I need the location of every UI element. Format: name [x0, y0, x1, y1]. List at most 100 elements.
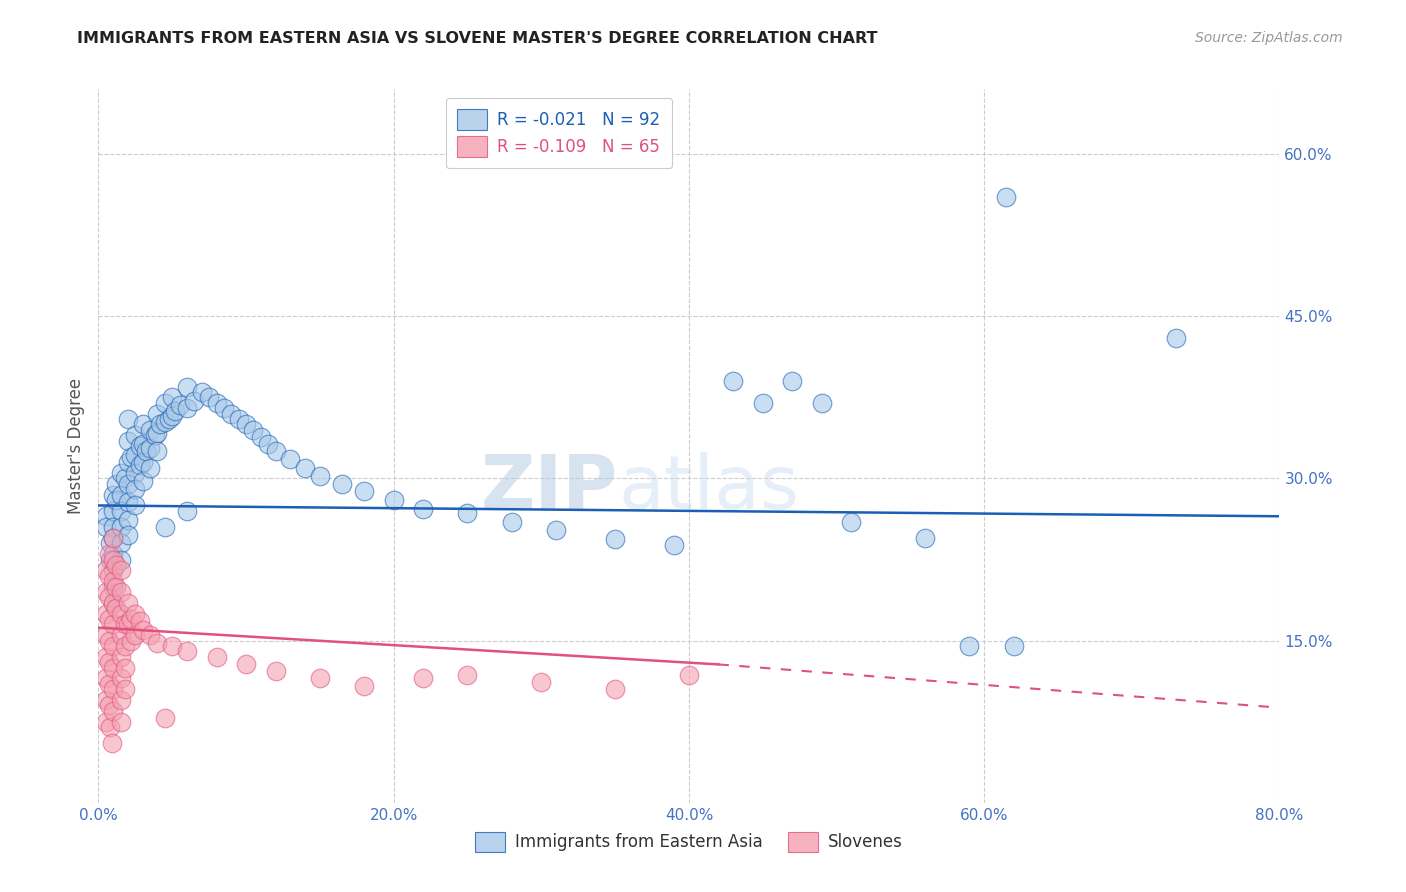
Point — [176, 379, 198, 393]
Point — [103, 563, 125, 577]
Point — [132, 455, 155, 469]
Point — [205, 396, 228, 410]
Point — [124, 607, 146, 621]
Point — [165, 404, 187, 418]
Point — [139, 628, 162, 642]
Point — [97, 633, 120, 648]
Point — [117, 617, 139, 632]
Point — [143, 428, 166, 442]
Point — [103, 596, 125, 610]
Point — [198, 390, 221, 404]
Point — [146, 407, 169, 421]
Point — [501, 515, 523, 529]
Point — [752, 396, 775, 410]
Point — [117, 596, 139, 610]
Point — [97, 677, 120, 691]
Point — [678, 668, 700, 682]
Point — [264, 444, 287, 458]
Point — [135, 444, 157, 458]
Point — [117, 412, 139, 426]
Point — [176, 644, 198, 658]
Point — [105, 493, 128, 508]
Point — [157, 412, 180, 426]
Point — [723, 374, 745, 388]
Point — [309, 672, 332, 686]
Point — [280, 452, 302, 467]
Point — [153, 711, 176, 725]
Point — [235, 417, 257, 432]
Point — [149, 417, 172, 432]
Point — [114, 660, 136, 674]
Point — [110, 672, 132, 686]
Point — [103, 531, 125, 545]
Point — [412, 501, 434, 516]
Point — [97, 612, 120, 626]
Point — [94, 509, 117, 524]
Point — [103, 596, 125, 610]
Point — [1166, 331, 1188, 345]
Point — [242, 423, 264, 437]
Y-axis label: Master's Degree: Master's Degree — [66, 378, 84, 514]
Point — [110, 585, 132, 599]
Point — [94, 693, 117, 707]
Point — [98, 720, 121, 734]
Point — [94, 672, 117, 686]
Point — [94, 649, 117, 664]
Point — [353, 679, 375, 693]
Point — [959, 639, 981, 653]
Point — [105, 476, 128, 491]
Point — [139, 441, 162, 455]
Point — [457, 668, 479, 682]
Point — [117, 434, 139, 448]
Point — [105, 580, 128, 594]
Point — [114, 617, 136, 632]
Point — [97, 568, 120, 582]
Point — [97, 655, 120, 669]
Point — [110, 563, 132, 577]
Point — [110, 628, 132, 642]
Point — [124, 499, 146, 513]
Point — [250, 430, 273, 444]
Point — [103, 704, 125, 718]
Point — [114, 639, 136, 653]
Point — [117, 527, 139, 541]
Point — [100, 736, 122, 750]
Point — [97, 591, 120, 605]
Point — [212, 401, 235, 416]
Point — [110, 552, 132, 566]
Point — [103, 580, 125, 594]
Point — [97, 547, 120, 561]
Point — [110, 520, 132, 534]
Point — [117, 455, 139, 469]
Point — [183, 393, 205, 408]
Point — [605, 682, 627, 697]
Point — [120, 612, 142, 626]
Point — [124, 448, 146, 462]
Point — [124, 466, 146, 480]
Point — [1002, 639, 1025, 653]
Point — [94, 714, 117, 729]
Point — [105, 558, 128, 572]
Point — [546, 524, 568, 538]
Point — [98, 536, 121, 550]
Text: Source: ZipAtlas.com: Source: ZipAtlas.com — [1195, 31, 1343, 45]
Point — [117, 512, 139, 526]
Point — [146, 444, 169, 458]
Point — [191, 384, 214, 399]
Point — [264, 664, 287, 678]
Point — [110, 693, 132, 707]
Point — [169, 398, 191, 412]
Point — [162, 409, 183, 423]
Point — [132, 623, 155, 637]
Point — [132, 417, 155, 432]
Point — [110, 536, 132, 550]
Point — [841, 515, 863, 529]
Point — [176, 401, 198, 416]
Point — [162, 639, 183, 653]
Point — [128, 439, 150, 453]
Point — [810, 396, 832, 410]
Point — [139, 460, 162, 475]
Point — [94, 607, 117, 621]
Point — [105, 601, 128, 615]
Point — [94, 585, 117, 599]
